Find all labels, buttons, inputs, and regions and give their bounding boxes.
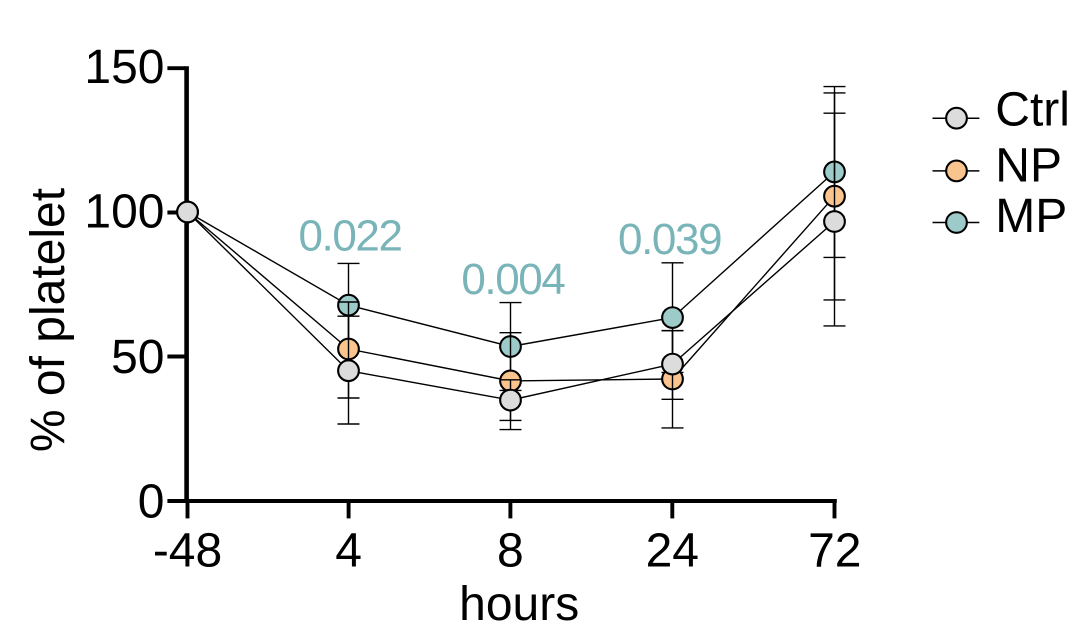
svg-text:24: 24 <box>646 525 699 578</box>
svg-text:Ctrl: Ctrl <box>995 84 1070 137</box>
svg-text:100: 100 <box>84 186 164 239</box>
svg-text:0.004: 0.004 <box>461 255 565 304</box>
svg-text:50: 50 <box>111 331 164 384</box>
svg-text:0: 0 <box>138 476 165 529</box>
svg-text:4: 4 <box>335 525 362 578</box>
svg-text:MP: MP <box>995 190 1067 243</box>
svg-text:8: 8 <box>497 525 524 578</box>
svg-text:NP: NP <box>995 140 1062 193</box>
svg-text:-48: -48 <box>153 525 222 578</box>
svg-text:hours: hours <box>459 578 579 631</box>
svg-text:0.039: 0.039 <box>618 215 721 264</box>
svg-text:72: 72 <box>808 525 861 578</box>
svg-text:0.022: 0.022 <box>298 212 401 261</box>
svg-text:% of platelet: % of platelet <box>22 188 75 452</box>
svg-text:150: 150 <box>84 41 164 94</box>
